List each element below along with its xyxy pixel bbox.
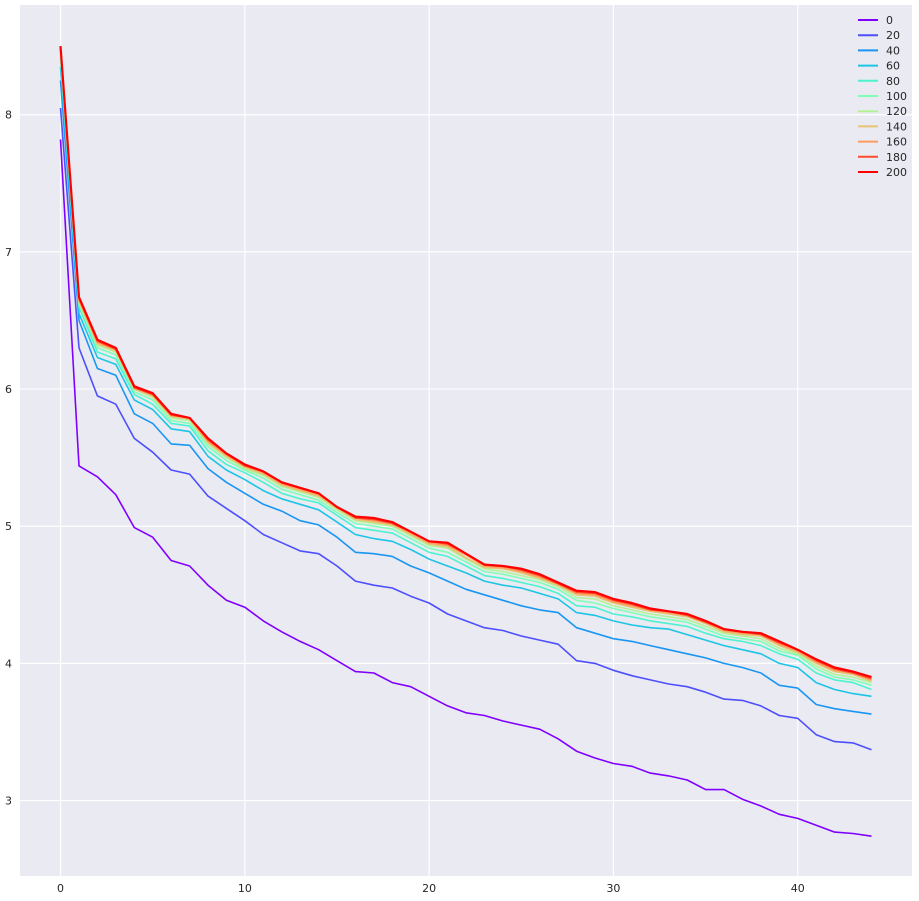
legend-label-180: 180 xyxy=(886,151,907,164)
x-axis-ticks: 0 10 20 30 40 xyxy=(57,882,805,895)
y-tick-label: 5 xyxy=(5,520,12,533)
y-axis-ticks: 3 4 5 6 7 8 xyxy=(5,109,12,808)
series-line-140 xyxy=(59,48,872,682)
legend-label-160: 160 xyxy=(886,136,907,149)
legend-label-0: 0 xyxy=(886,14,893,27)
x-tick-label: 20 xyxy=(422,882,436,895)
legend-label-100: 100 xyxy=(886,90,907,103)
series-line-100 xyxy=(59,52,872,687)
legend-label-140: 140 xyxy=(886,120,907,133)
y-tick-label: 4 xyxy=(5,657,12,670)
y-tick-label: 7 xyxy=(5,246,12,259)
gridlines xyxy=(20,5,912,876)
series-line-60 xyxy=(59,66,872,698)
series-line-40 xyxy=(59,80,872,715)
plot-area xyxy=(20,5,912,876)
series-line-80 xyxy=(59,57,872,691)
x-tick-label: 0 xyxy=(57,882,64,895)
legend-label-40: 40 xyxy=(886,44,900,57)
y-tick-label: 8 xyxy=(5,109,12,122)
legend-label-60: 60 xyxy=(886,60,900,73)
series-line-20 xyxy=(59,107,872,751)
series-line-0 xyxy=(59,139,872,837)
legend-label-200: 200 xyxy=(886,166,907,179)
y-tick-label: 6 xyxy=(5,383,12,396)
legend: 0 20 40 60 80 100 120 140 160 180 200 xyxy=(858,14,907,179)
legend-label-20: 20 xyxy=(886,29,900,42)
series-line-120 xyxy=(59,50,872,684)
legend-label-120: 120 xyxy=(886,105,907,118)
series-line-200 xyxy=(59,46,872,679)
x-tick-label: 30 xyxy=(606,882,620,895)
legend-label-80: 80 xyxy=(886,75,900,88)
series-lines xyxy=(59,46,872,837)
x-tick-label: 10 xyxy=(238,882,252,895)
x-tick-label: 40 xyxy=(791,882,805,895)
y-tick-label: 3 xyxy=(5,795,12,808)
